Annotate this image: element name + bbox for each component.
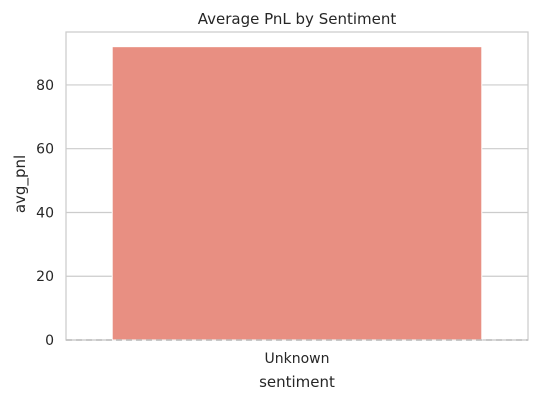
bars <box>111 46 483 341</box>
x-tick-labels: Unknown <box>265 351 330 367</box>
y-tick-label: 0 <box>45 333 54 349</box>
y-tick-label: 40 <box>36 205 54 221</box>
bar <box>111 46 483 341</box>
y-tick-labels: 0 20 40 60 80 <box>36 78 54 349</box>
y-tick-label: 60 <box>36 142 54 158</box>
y-tick-label: 80 <box>36 78 54 94</box>
x-tick-label: Unknown <box>265 351 330 367</box>
y-tick-label: 20 <box>36 269 54 285</box>
chart-title: Average PnL by Sentiment <box>198 10 397 28</box>
y-axis-label: avg_pnl <box>11 155 30 213</box>
x-axis-label: sentiment <box>259 373 335 391</box>
